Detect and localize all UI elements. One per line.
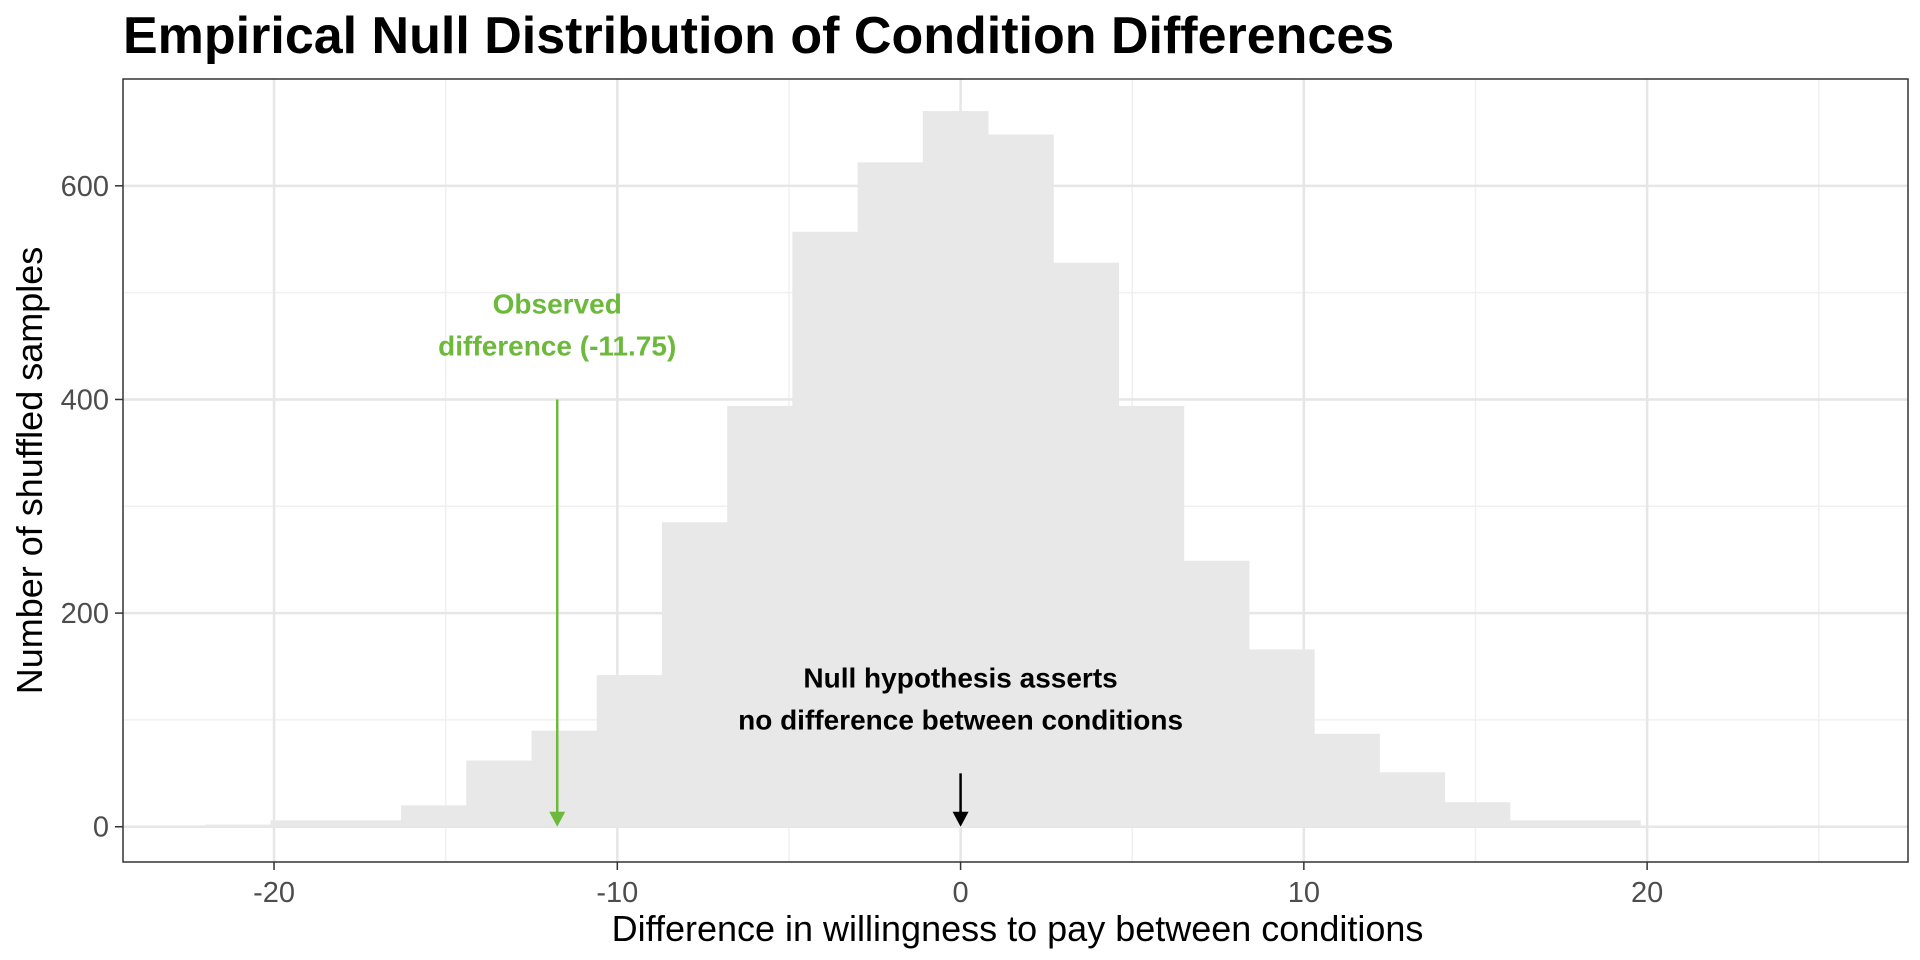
annotations: Observed difference (-11.75) Null hypothes… bbox=[438, 288, 1183, 827]
histogram-bar bbox=[596, 675, 663, 827]
x-tick-label: 10 bbox=[1288, 877, 1320, 909]
y-tick-label: 600 bbox=[61, 171, 109, 203]
histogram-bar bbox=[1444, 802, 1511, 827]
histogram-bar bbox=[466, 760, 532, 827]
histogram-bar bbox=[1118, 405, 1185, 827]
y-axis: 0 200 400 600 bbox=[61, 171, 123, 844]
x-axis-title: Difference in willingness to pay between… bbox=[612, 908, 1424, 949]
histogram-bar bbox=[205, 824, 272, 827]
chart-title: Empirical Null Distribution of Condition… bbox=[123, 7, 1395, 65]
histogram-bar bbox=[335, 820, 402, 827]
histogram-bar bbox=[531, 730, 598, 827]
observed-arrowhead bbox=[549, 811, 566, 827]
histogram-bar bbox=[922, 111, 989, 827]
null-label-line: no difference between conditions bbox=[738, 704, 1183, 735]
y-tick-label: 0 bbox=[93, 812, 109, 844]
histogram-bar bbox=[1314, 733, 1380, 827]
histogram-bar bbox=[1509, 820, 1576, 827]
x-tick-label: -10 bbox=[596, 877, 638, 909]
histogram-bar bbox=[1640, 825, 1706, 827]
histogram-bar bbox=[270, 820, 337, 827]
observed-label-line: difference (-11.75) bbox=[438, 330, 676, 361]
histogram-bar bbox=[1053, 262, 1119, 827]
histogram-bar bbox=[988, 134, 1054, 827]
plot-panel-border bbox=[122, 78, 1909, 863]
histogram-bar bbox=[1248, 649, 1315, 827]
x-tick-label: 0 bbox=[953, 877, 969, 909]
x-axis: -20 -10 0 10 20 bbox=[253, 862, 1663, 909]
null-label-line: Null hypothesis asserts bbox=[803, 662, 1117, 693]
histogram-bars bbox=[205, 111, 1772, 827]
y-tick-label: 400 bbox=[61, 384, 109, 416]
y-axis-title: Number of shuffled samples bbox=[9, 247, 50, 695]
histogram-bar bbox=[1379, 772, 1446, 827]
null-arrowhead bbox=[952, 811, 969, 827]
histogram-bar bbox=[857, 162, 924, 827]
histogram-bar bbox=[401, 805, 467, 827]
observed-label-line: Observed bbox=[493, 288, 622, 319]
histogram-bar bbox=[1575, 820, 1641, 827]
histogram-bar bbox=[727, 405, 793, 827]
histogram-bar bbox=[1705, 825, 1772, 827]
histogram-bar bbox=[792, 231, 859, 827]
x-tick-label: 20 bbox=[1631, 877, 1663, 909]
histogram-bar bbox=[1183, 560, 1250, 827]
x-tick-label: -20 bbox=[253, 877, 295, 909]
y-tick-label: 200 bbox=[61, 598, 109, 630]
histogram-bar bbox=[661, 522, 728, 827]
